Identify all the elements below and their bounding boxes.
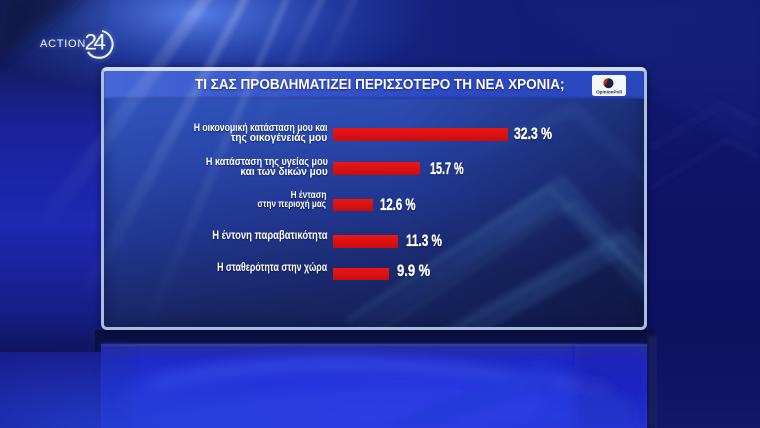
svg-text:24: 24	[85, 30, 107, 55]
svg-text:ACTION: ACTION	[40, 38, 86, 50]
svg-text:OpinionPoll: OpinionPoll	[596, 90, 622, 95]
